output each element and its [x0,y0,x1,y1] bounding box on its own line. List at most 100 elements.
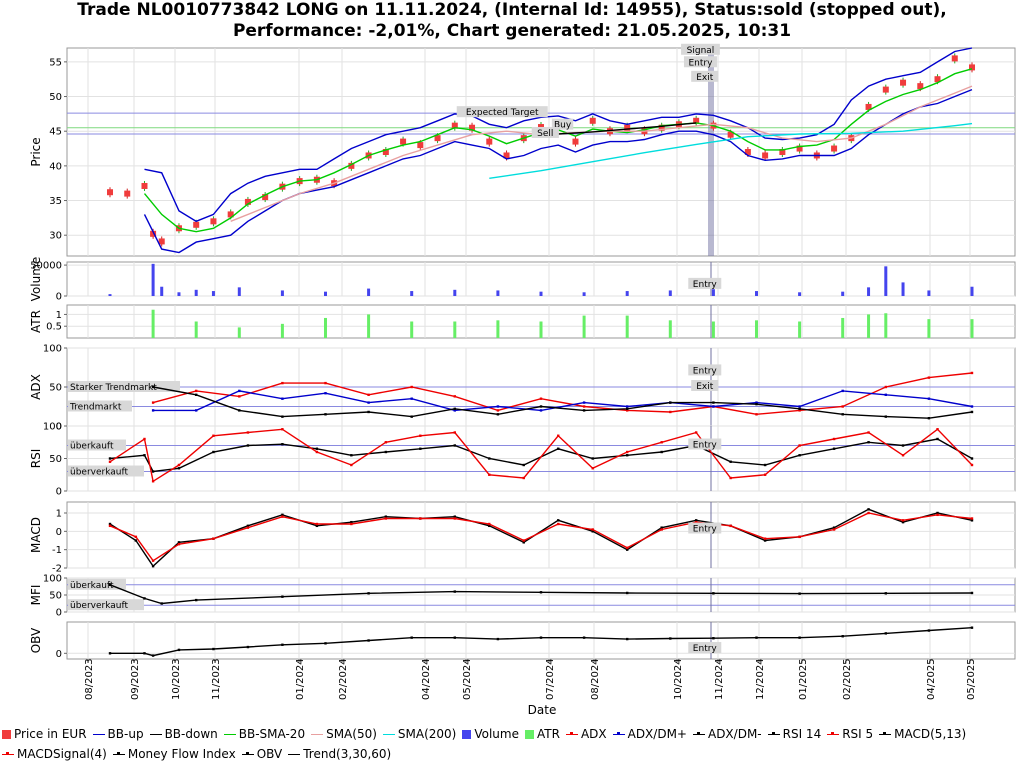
legend-label: OBV [256,747,283,761]
data-point [798,409,801,412]
data-point [384,441,388,444]
data-point [151,559,155,562]
x-tick-label: 11/2024 [714,658,725,700]
candle-body [244,198,251,205]
candle-body [141,182,148,189]
data-point [626,407,629,411]
candle-body [434,135,441,142]
annotation-buy: Buy [554,121,572,131]
candle-body [124,190,131,197]
data-point [281,428,284,431]
data-point [238,395,241,398]
data-point [832,526,836,529]
data-point [867,441,870,444]
legend-marker [879,732,892,735]
legend-marker [692,732,705,735]
candle-body [382,149,389,155]
series-atr [151,309,974,338]
data-point [453,395,456,398]
data-point [626,546,629,550]
data-point [884,393,887,396]
bar-mark [160,286,164,296]
data-point [798,407,801,411]
data-point [177,542,181,546]
data-point [367,410,370,414]
legend-marker [827,732,840,735]
bar-mark [625,291,629,296]
data-point [884,415,887,418]
data-point [453,407,456,411]
series-adx-dm- [151,389,974,412]
data-point [195,389,198,393]
annotation-bg [688,522,722,534]
data-point [453,431,456,434]
bar-mark [927,319,931,338]
y-tick-label: -1 [52,545,62,556]
candle-body [865,103,872,110]
y-tick-label: 100 [43,574,62,585]
data-point [841,389,844,393]
data-point [591,530,594,533]
data-point [591,457,594,460]
data-point [281,381,284,385]
data-point [496,637,500,641]
data-point [367,393,370,396]
data-point [729,524,732,528]
annotation-bg [688,642,722,654]
annotation-bg [688,438,722,450]
data-point [970,463,974,467]
data-point [694,519,698,522]
data-point [324,392,327,395]
x-tick-label: 05/2025 [966,658,977,700]
x-tick-label: 08/2024 [590,658,601,700]
legend-label: ATR [536,727,560,741]
candle-body [624,124,631,131]
data-point [488,524,491,528]
candle-body [796,145,803,152]
data-point [557,522,560,526]
bar-mark [625,315,629,338]
legend-label: SMA(50) [326,727,377,741]
legend-marker [311,734,324,735]
bar-mark [211,291,215,296]
bar-mark [841,291,845,296]
data-point [936,428,939,431]
reference-label-bg [68,465,144,477]
data-point [384,515,388,518]
data-point [143,652,146,655]
candle-body [107,189,113,196]
data-point [936,511,939,515]
series-volume [108,263,974,296]
bar-mark [668,320,672,338]
data-point [660,528,663,531]
data-point [522,539,525,542]
data-point [712,637,715,640]
x-tick-label: 02/2024 [338,658,349,700]
data-point [134,539,138,542]
data-point [350,522,353,526]
y-tick-label: 50 [49,591,62,602]
data-point [755,413,758,416]
data-point [936,437,939,441]
data-point [151,401,155,404]
data-point [522,463,525,467]
data-point [884,632,887,635]
data-point [315,524,319,528]
annotation-bg [681,43,720,55]
legend-item: BB-down [149,724,218,744]
data-point [660,450,663,454]
candle-body [193,221,200,228]
data-point [867,508,870,511]
y-tick-label: 100 [43,422,62,433]
data-point [660,526,663,529]
legend-item: Money Flow Index [112,744,236,764]
data-point [936,513,939,517]
data-point [832,447,836,450]
series-rsi-5 [108,428,974,483]
data-point [281,643,284,646]
data-point [763,473,767,476]
series-line [153,390,973,412]
bar-mark [582,315,586,338]
x-tick-label: 10/2024 [673,658,684,700]
